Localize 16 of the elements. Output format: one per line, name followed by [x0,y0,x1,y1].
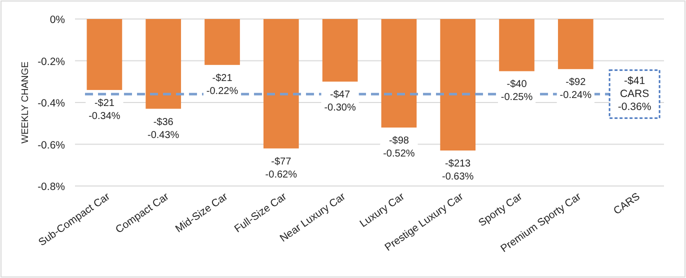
y-tick-label: -0.8% [38,181,65,193]
y-tick-label: -0.4% [38,98,65,110]
data-label: -$21 -0.22% [206,72,238,97]
data-label: -$98 -0.52% [383,136,415,160]
data-label: -$36 -0.43% [148,116,180,141]
data-label: -$92 -0.24% [560,77,592,102]
y-tick-label: -0.2% [38,56,65,68]
data-label: -$213 -0.63% [442,158,474,183]
data-label: -$47 -0.30% [324,90,356,114]
y-tick-label: 0% [50,14,65,26]
y-axis-title: WEEKLY CHANGE [20,61,31,144]
ref-line-label: -$41 CARS -0.36% [618,75,652,114]
data-label: -$40 -0.25% [500,79,533,104]
y-tick-label: -0.6% [38,139,65,152]
data-label: -$21 -0.34% [88,98,120,122]
data-label: -$77 -0.62% [265,156,298,180]
